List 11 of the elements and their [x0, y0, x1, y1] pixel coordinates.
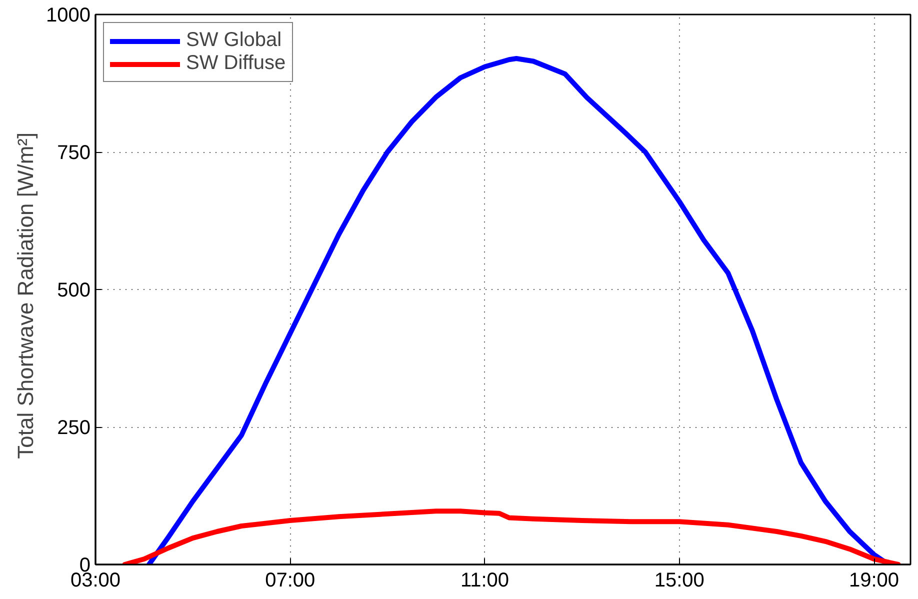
- legend-label: SW Global: [186, 29, 282, 52]
- x-tick-label: 11:00: [460, 570, 510, 592]
- y-axis-title: Total Shortwave Radiation [W/m²]: [13, 132, 38, 459]
- y-tick-label: 500: [57, 280, 91, 302]
- x-tick-label: 19:00: [848, 570, 900, 592]
- y-tick-label: 1000: [46, 4, 91, 26]
- x-tick-label: 07:00: [265, 570, 316, 592]
- x-tick-label: 15:00: [654, 570, 704, 592]
- y-tick-label: 750: [57, 142, 91, 164]
- legend-label: SW Diffuse: [186, 52, 286, 75]
- y-tick-label: 250: [57, 417, 91, 439]
